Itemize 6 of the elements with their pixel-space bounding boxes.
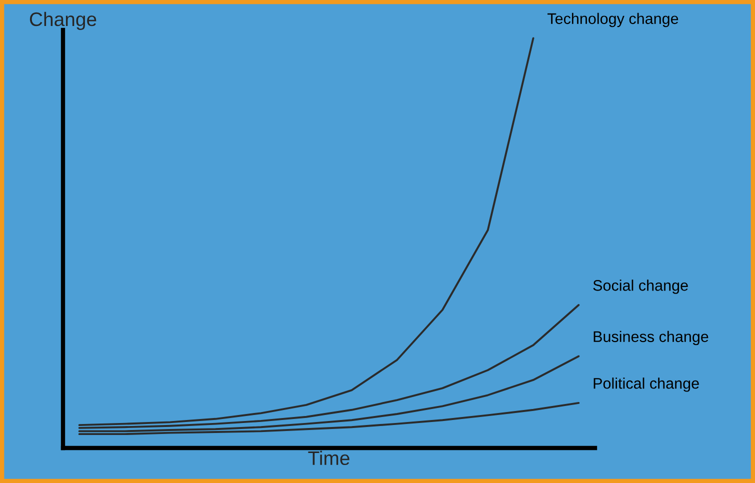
series-label: Social change [593, 280, 688, 294]
series-label: Technology change [548, 12, 678, 28]
series-label: Political change [594, 378, 699, 392]
y-axis-title: Change [30, 12, 96, 30]
x-axis-title: Time [308, 450, 350, 466]
series-label: Business change [594, 330, 708, 346]
